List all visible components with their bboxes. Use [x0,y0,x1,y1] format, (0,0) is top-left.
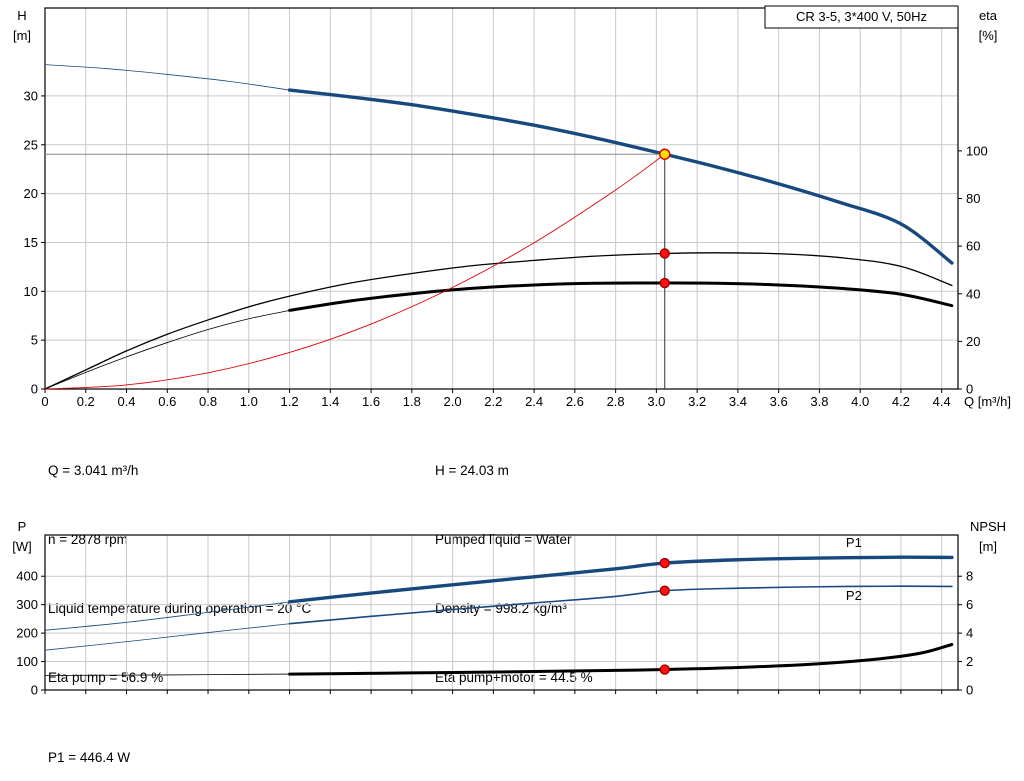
y-left-tick-label: 300 [16,597,38,612]
y-left-tick-label: 10 [24,284,38,299]
series-eta-pump [44,252,953,390]
plot-frame [44,534,959,691]
x-tick-label: 3.2 [688,394,706,409]
y-right-tick-label: 4 [966,626,973,641]
result-flow: Q = 3.041 m³/h [48,463,139,478]
y-right-axis-unit: [%] [979,28,998,43]
y-right-tick-label: 40 [966,286,980,301]
guides [45,153,666,389]
qh-eta-chart: 0 0.2 0.4 0.6 0.8 1.0 1.2 1.4 1.6 1.8 2.0 2.2 2.4 2.6… [13,5,1011,409]
y-right-axis-title: eta [979,8,998,23]
curve-label-p1: P1 [846,535,862,550]
y-left-tick-label: 25 [24,137,38,152]
x-axis-title: Q [m³/h] [964,394,1011,409]
y-left-tick-label: 200 [16,626,38,641]
markers [659,148,671,289]
curve-label-p2: P2 [846,588,862,603]
y-right-tick-label: 60 [966,239,980,254]
x-tick-label: 3.6 [770,394,788,409]
series-npsh-curve [288,642,954,676]
x-tick-label: 1.4 [321,394,339,409]
series-p2-extension [44,623,290,651]
x-tick-label: 2.8 [607,394,625,409]
x-tick-label: 1.6 [362,394,380,409]
y-right-tick-label: 20 [966,334,980,349]
series-p1-extension [44,601,290,631]
x-tick-label: 1.0 [240,394,258,409]
x-tick-label: 1.8 [403,394,421,409]
series-p2-curve [288,585,953,625]
y-left-tick-label: 30 [24,88,38,103]
eta-pump-motor-point [659,277,670,289]
axis-ticks: 0 0.2 0.4 0.6 0.8 1.0 1.2 1.4 1.6 1.8 2.0 2.2 2.4 2.6… [24,88,988,409]
y-left-axis-unit: [W] [12,539,32,554]
x-tick-label: 2.0 [444,394,462,409]
pump-type-box [764,5,959,29]
x-tick-label: 3.8 [810,394,828,409]
y-left-tick-label: 100 [16,654,38,669]
series-system-curve [44,153,666,390]
series [44,555,954,676]
x-tick-label: 2.6 [566,394,584,409]
y-right-tick-label: 0 [966,683,973,698]
y-left-tick-label: 0 [31,382,38,397]
x-tick-label: 0.6 [158,394,176,409]
result-head: H = 24.03 m [435,463,509,478]
result-eta-pump: Eta pump = 56.9 % [48,670,164,685]
x-tick-label: 4.0 [851,394,869,409]
axis-ticks: 0 100 200 300 400 0 2 4 6 8 [16,569,973,698]
x-tick-label: 1.2 [281,394,299,409]
y-left-tick-label: 5 [31,333,38,348]
p1-point [659,557,670,569]
series [44,64,954,390]
duty-point[interactable] [659,148,671,160]
series-npsh-extension [44,673,290,676]
x-tick-label: 4.2 [892,394,910,409]
y-left-axis-unit: [m] [13,28,31,43]
p2-point [659,585,670,596]
power-npsh-results: P1 = 446.4 W P2 = 349.3 W NPSH = 1.44 m [48,700,142,781]
series-p1-curve [287,555,954,604]
y-left-tick-label: 15 [24,235,38,250]
grid [45,8,958,389]
y-right-tick-label: 80 [966,191,980,206]
x-tick-label: 3.0 [647,394,665,409]
y-right-tick-label: 2 [966,654,973,669]
y-left-tick-label: 400 [16,569,38,584]
x-tick-label: 0 [41,394,48,409]
x-tick-label: 0.8 [199,394,217,409]
series-eta-pump-motor [288,281,954,312]
npsh-point [659,664,670,675]
y-right-axis-unit: [m] [979,539,997,554]
x-tick-label: 2.4 [525,394,543,409]
y-left-axis-title: H [17,8,26,23]
y-right-tick-label: 8 [966,569,973,584]
series-qh-curve [287,88,954,265]
pump-type-label: CR 3-5, 3*400 V, 50Hz [796,9,927,24]
plot-frame [44,7,959,390]
x-tick-label: 0.4 [117,394,135,409]
x-tick-label: 4.4 [933,394,951,409]
x-tick-label: 2.2 [484,394,502,409]
x-tick-label: 3.4 [729,394,747,409]
y-right-tick-label: 100 [966,143,988,158]
markers [659,557,670,675]
result-liquid: Pumped liquid = Water [435,532,572,547]
y-left-tick-label: 20 [24,186,38,201]
series-eta-pump-motor-extension [44,310,290,390]
eta-pump-point [659,248,670,259]
y-right-tick-label: 0 [966,382,973,397]
result-p1: P1 = 446.4 W [48,750,131,765]
y-right-tick-label: 6 [966,597,973,612]
x-tick-label: 0.2 [77,394,95,409]
power-npsh-chart: 0 100 200 300 400 0 2 4 6 8 P1 P2 P [W] NPSH [m] [12,519,1006,698]
y-left-axis-title: P [18,519,27,534]
series-qh-extension [44,64,290,91]
y-left-tick-label: 0 [31,683,38,698]
y-right-axis-title: NPSH [970,519,1006,534]
